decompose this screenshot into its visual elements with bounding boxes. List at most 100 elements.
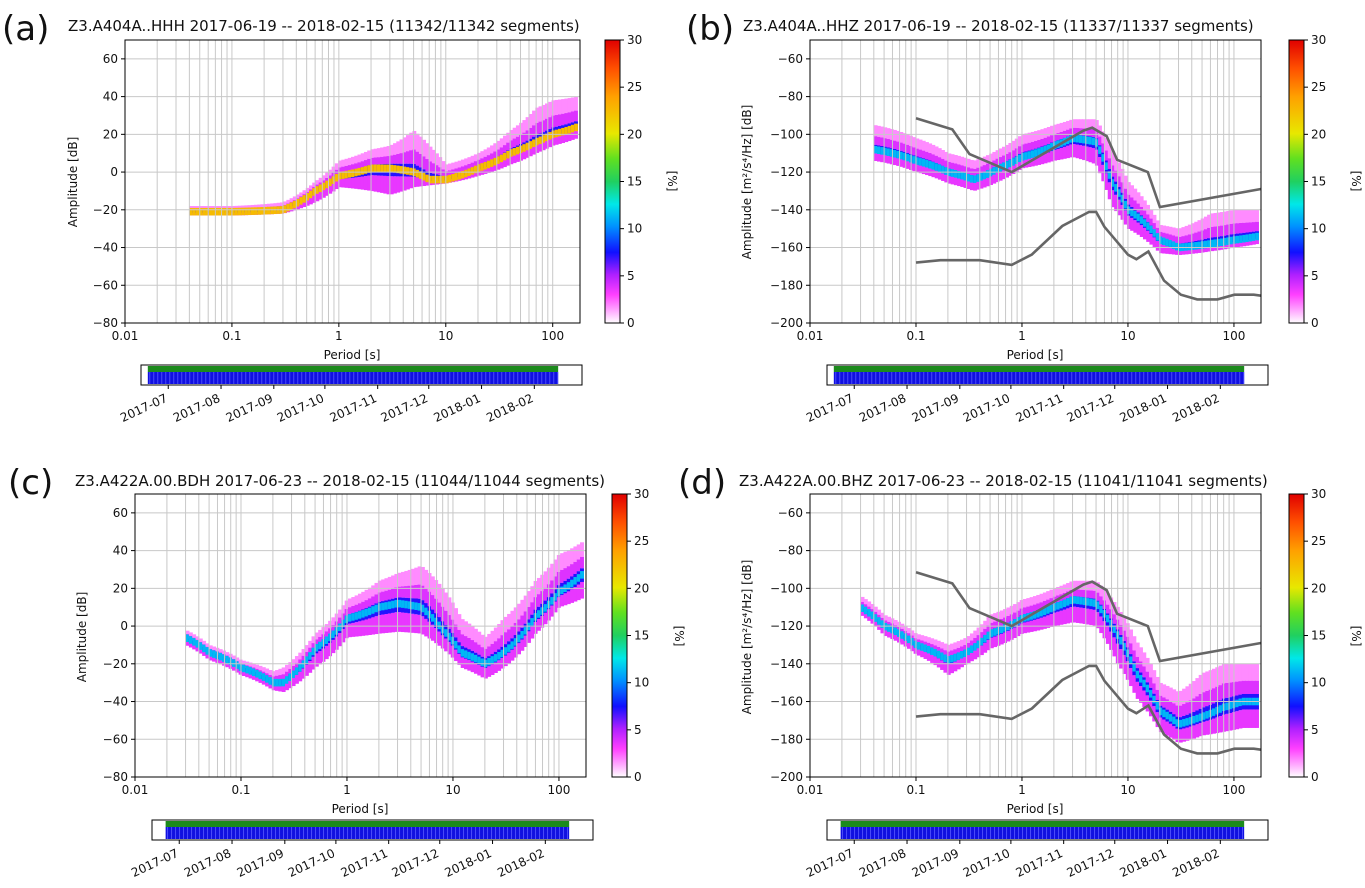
density-cell [351, 177, 355, 189]
y-tick-label: −80 [103, 770, 128, 784]
density-cell [1162, 719, 1167, 734]
density-cell [198, 638, 203, 642]
density-cell [513, 607, 518, 623]
density-cell [467, 638, 472, 650]
density-cell [309, 185, 313, 190]
density-cell [877, 153, 881, 162]
density-cell [370, 175, 375, 192]
density-cell [265, 681, 270, 687]
density-cell [384, 590, 389, 601]
density-cell [976, 648, 981, 658]
density-cell [241, 670, 246, 676]
density-cell [507, 613, 512, 630]
density-cell [923, 651, 928, 659]
density-cell [1200, 241, 1205, 249]
density-cell [551, 137, 556, 146]
density-cell [520, 615, 525, 628]
density-cell [1079, 597, 1084, 605]
density-cell [397, 612, 402, 632]
density-cell [953, 155, 958, 164]
panel-label: (d) [678, 463, 726, 503]
density-cell [410, 613, 415, 633]
density-cell [893, 157, 897, 166]
density-cell [493, 627, 498, 642]
density-cell [286, 199, 291, 204]
density-cell [1248, 209, 1253, 223]
density-cell [873, 620, 878, 627]
density-cell [1049, 604, 1054, 613]
density-cell [886, 138, 891, 148]
density-cell [1059, 122, 1064, 132]
date-tick-label: 2017-10 [961, 846, 1012, 880]
colorbar-tick-label: 5 [1311, 269, 1319, 283]
density-cell [969, 645, 974, 653]
density-cell [357, 162, 362, 169]
density-cell [557, 114, 562, 126]
density-cell [405, 135, 410, 152]
density-cell [1078, 145, 1083, 160]
density-cell [279, 202, 284, 206]
density-cell [1117, 176, 1122, 187]
density-cell [1005, 153, 1009, 161]
density-cell [1251, 709, 1256, 728]
density-cell [189, 207, 194, 216]
density-cell [1136, 203, 1141, 213]
density-cell [470, 167, 475, 175]
density-cell [1185, 686, 1190, 703]
density-cell [381, 579, 386, 592]
density-cell [396, 153, 401, 164]
density-cell [553, 601, 558, 613]
density-cell [1162, 237, 1167, 246]
density-cell [570, 589, 575, 603]
density-cell [377, 592, 382, 602]
density-cell [393, 154, 397, 164]
density-cell [507, 629, 512, 642]
nlnm-line [915, 664, 1262, 755]
density-cell [291, 677, 296, 687]
density-cell [1114, 156, 1118, 171]
density-cell [1069, 119, 1074, 129]
density-cell [1192, 725, 1196, 739]
density-cell [261, 673, 266, 681]
density-cell [1059, 585, 1064, 595]
density-cell [493, 157, 498, 166]
density-cell [1165, 711, 1170, 720]
density-cell [412, 176, 417, 188]
density-cell [1242, 209, 1247, 223]
density-cell [1255, 209, 1259, 222]
density-cell [893, 619, 898, 626]
density-cell [940, 648, 945, 654]
density-cell [883, 127, 888, 139]
density-cell [318, 629, 323, 637]
density-cell [444, 638, 449, 652]
density-cell [1203, 240, 1208, 249]
density-cell [1241, 709, 1246, 728]
density-cell [995, 158, 1000, 166]
density-cell [966, 173, 971, 182]
availability-stripes [149, 372, 559, 384]
density-cell [1175, 242, 1179, 251]
density-cell [1069, 589, 1074, 597]
density-cell [357, 154, 362, 163]
density-cell [976, 635, 981, 641]
density-cell [309, 190, 313, 199]
density-cell [308, 661, 313, 673]
density-cell [1168, 723, 1173, 738]
density-cell [473, 165, 478, 174]
density-cell [1078, 135, 1083, 143]
density-cell [1021, 134, 1026, 145]
density-cell [873, 606, 878, 612]
density-cell [496, 140, 501, 150]
y-tick-label: −200 [770, 770, 803, 784]
density-cell [513, 646, 518, 658]
density-cell [992, 174, 997, 184]
density-cell [506, 150, 511, 159]
y-tick-label: −40 [93, 241, 118, 255]
density-cell [517, 619, 521, 632]
density-cell [338, 167, 342, 173]
density-cell [509, 149, 514, 157]
density-cell [351, 597, 356, 606]
density-cell [912, 137, 917, 148]
density-cell [341, 159, 346, 167]
density-cell [946, 644, 951, 652]
